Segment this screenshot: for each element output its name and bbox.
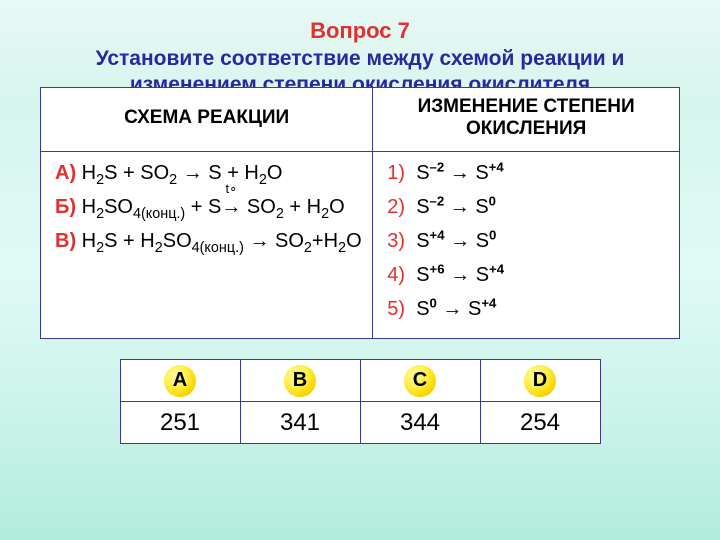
option-row: 3) S+4 → S0: [387, 226, 669, 256]
option-row: 5) S0 → S+4: [387, 294, 669, 324]
reaction-row: В) H2S + H2SO4(конц.) → SO2+H2O: [55, 226, 362, 256]
answer-circle-d: D: [524, 365, 556, 397]
answer-value: 254: [480, 402, 600, 444]
reaction-formula: H2S + H2SO4(конц.) → SO2+H2O: [82, 230, 362, 252]
answer-circle-c: C: [404, 365, 436, 397]
answer-header[interactable]: C: [360, 360, 480, 402]
option-row: 1) S–2 → S+4: [387, 158, 669, 188]
reaction-formula: H2SO4(конц.) + St∘→ SO2 + H2O: [82, 196, 345, 218]
option-number: 4): [387, 264, 405, 286]
answer-value: 344: [360, 402, 480, 444]
answer-header[interactable]: A: [120, 360, 240, 402]
answer-header[interactable]: D: [480, 360, 600, 402]
reaction-formula: H2S + SO2 → S + H2O: [82, 162, 283, 184]
option-text: S0 → S+4: [416, 298, 496, 320]
option-number: 5): [387, 298, 405, 320]
col-header-right: ИЗМЕНЕНИЕ СТЕПЕНИ ОКИСЛЕНИЯ: [373, 87, 680, 152]
reaction-table: СХЕМА РЕАКЦИИ ИЗМЕНЕНИЕ СТЕПЕНИ ОКИСЛЕНИ…: [40, 87, 680, 340]
option-text: S+6 → S+4: [416, 264, 504, 286]
answer-circle-a: A: [164, 365, 196, 397]
answer-circle-b: B: [284, 365, 316, 397]
reaction-label: Б): [55, 196, 76, 218]
option-row: 4) S+6 → S+4: [387, 260, 669, 290]
option-text: S+4 → S0: [416, 230, 496, 252]
answer-value: 341: [240, 402, 360, 444]
reaction-row: А) H2S + SO2 → S + H2O: [55, 158, 362, 188]
option-row: 2) S–2 → S0: [387, 192, 669, 222]
option-text: S–2 → S0: [416, 196, 496, 218]
col-header-left: СХЕМА РЕАКЦИИ: [41, 87, 373, 152]
options-cell: 1) S–2 → S+4 2) S–2 → S0 3) S+4 → S0 4) …: [373, 152, 680, 339]
answer-header[interactable]: B: [240, 360, 360, 402]
answer-value: 251: [120, 402, 240, 444]
option-text: S–2 → S+4: [416, 162, 504, 184]
answer-table: A B C D 251 341 344 254: [120, 359, 601, 444]
option-number: 3): [387, 230, 405, 252]
reaction-label: В): [55, 230, 76, 252]
option-number: 2): [387, 196, 405, 218]
reactions-cell: А) H2S + SO2 → S + H2O Б) H2SO4(конц.) +…: [41, 152, 373, 339]
reaction-label: А): [55, 162, 76, 184]
question-number: Вопрос 7: [30, 18, 690, 44]
reaction-row: Б) H2SO4(конц.) + St∘→ SO2 + H2O: [55, 192, 362, 222]
option-number: 1): [387, 162, 405, 184]
